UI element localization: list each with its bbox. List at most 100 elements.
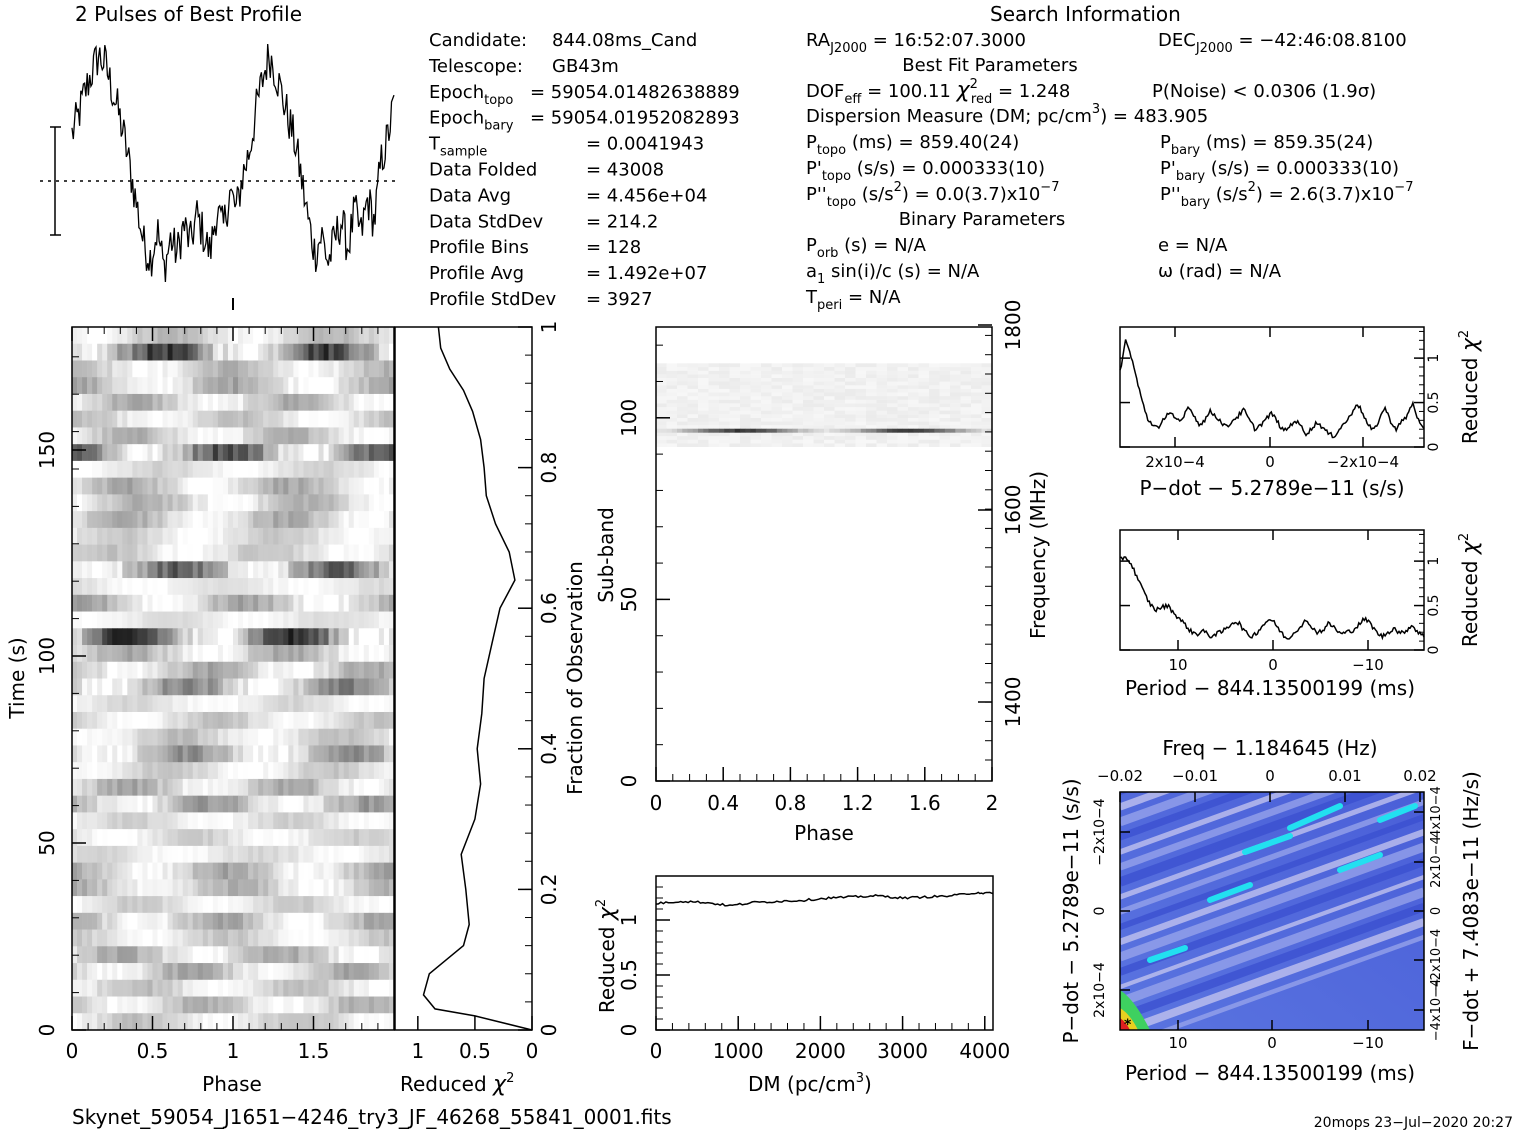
time-phase-cell — [97, 527, 103, 545]
time-phase-cell — [278, 444, 284, 462]
time-phase-cell — [152, 829, 158, 847]
time-phase-cell — [318, 327, 324, 345]
subband-cell — [960, 396, 972, 400]
subband-cell — [677, 396, 688, 400]
time-phase-cell — [348, 527, 355, 545]
subband-cell — [929, 421, 940, 426]
time-phase-cell — [227, 444, 234, 462]
time-phase-cell — [152, 728, 158, 746]
subband-cell — [981, 385, 993, 389]
subband-cell — [971, 392, 982, 397]
time-phase-cell — [87, 778, 93, 796]
time-phase-cell — [177, 444, 183, 462]
time-phase-cell — [308, 594, 314, 612]
time-phase-cell — [373, 527, 380, 545]
time-phase-cell — [313, 778, 319, 796]
subband-cell — [855, 377, 867, 382]
subband-cell — [803, 443, 814, 447]
subband-cell — [666, 414, 678, 418]
time-phase-cell — [227, 778, 234, 796]
time-phase-cell — [187, 979, 194, 997]
time-phase-cell — [72, 544, 78, 562]
time-phase-cell — [112, 460, 118, 478]
time-phase-cell — [313, 711, 319, 730]
time-phase-cell — [238, 778, 244, 796]
dm-ytick: 0.5 — [617, 959, 641, 991]
time-phase-cell — [378, 628, 385, 646]
time-phase-cell — [383, 711, 390, 730]
time-phase-cell — [167, 795, 173, 813]
time-phase-cell — [87, 477, 93, 495]
time-phase-cell — [122, 393, 128, 411]
time-phase-cell — [187, 611, 194, 629]
subband-cell — [687, 370, 699, 375]
p-pdot-stripe — [1120, 814, 1424, 930]
time-phase-cell — [283, 1013, 289, 1031]
time-phase-cell — [313, 745, 319, 763]
subband-cell — [866, 425, 877, 429]
time-phase-cell — [353, 444, 360, 462]
time-phase-cell — [238, 410, 244, 428]
time-phase-cell — [182, 360, 189, 378]
time-phase-cell — [238, 862, 244, 880]
subband-cell — [750, 439, 762, 444]
time-phase-cell — [253, 377, 259, 395]
time-phase-cell — [167, 845, 173, 863]
time-phase-cell — [132, 862, 138, 880]
subband-pulse-cell — [971, 428, 977, 433]
subband-cell — [981, 388, 993, 393]
time-phase-cell — [142, 795, 148, 813]
time-phase-cell — [368, 845, 375, 863]
time-phase-cell — [197, 996, 204, 1014]
time-phase-cell — [233, 544, 239, 562]
info-right-item: P''bary (s/s2) = 2.6(3.7)x10−7 — [1160, 180, 1413, 210]
subband-cell — [677, 436, 688, 440]
fdot-ytick: 4x10−4 — [1429, 786, 1444, 838]
time-phase-cell — [238, 444, 244, 462]
time-phase-cell — [207, 343, 214, 361]
subband-cell — [803, 377, 814, 382]
time-phase-cell — [172, 561, 178, 579]
subband-cell — [845, 388, 856, 393]
time-phase-cell — [137, 494, 143, 512]
time-phase-cell — [132, 778, 138, 796]
time-phase-cell — [142, 896, 148, 914]
subband-pulse-cell — [734, 428, 741, 433]
time-phase-cell — [293, 812, 299, 830]
time-phase-cell — [293, 377, 299, 395]
time-phase-cell — [373, 963, 380, 981]
time-phase-cell — [137, 410, 143, 428]
time-phase-cell — [207, 912, 214, 930]
time-phase-cell — [112, 477, 118, 495]
subband-cell — [719, 417, 730, 422]
subband-cell — [908, 406, 919, 411]
time-phase-cell — [313, 393, 319, 411]
time-phase-cell — [92, 695, 98, 713]
time-phase-cell — [243, 862, 249, 880]
time-phase-cell — [167, 963, 173, 981]
subband-cell — [971, 443, 982, 447]
time-phase-cell — [348, 812, 355, 830]
time-phase-cell — [127, 594, 133, 612]
time-phase-cell — [192, 494, 199, 512]
time-phase-cell — [162, 527, 168, 545]
time-phase-cell — [112, 628, 118, 646]
time-phase-cell — [333, 711, 339, 730]
subband-cell — [950, 425, 961, 429]
time-phase-cell — [182, 578, 189, 596]
time-phase-cell — [348, 862, 355, 880]
time-phase-cell — [147, 444, 153, 462]
time-phase-cell — [388, 410, 395, 428]
subband-cell — [687, 363, 699, 368]
time-phase-cell — [222, 628, 229, 646]
time-phase-cell — [147, 963, 153, 981]
time-phase-cell — [293, 795, 299, 813]
time-phase-cell — [298, 360, 304, 378]
time-phase-cell — [82, 444, 88, 462]
time-phase-cell — [152, 929, 158, 947]
time-phase-cell — [157, 929, 163, 947]
subband-cell — [782, 385, 793, 389]
time-phase-cell — [303, 477, 309, 495]
